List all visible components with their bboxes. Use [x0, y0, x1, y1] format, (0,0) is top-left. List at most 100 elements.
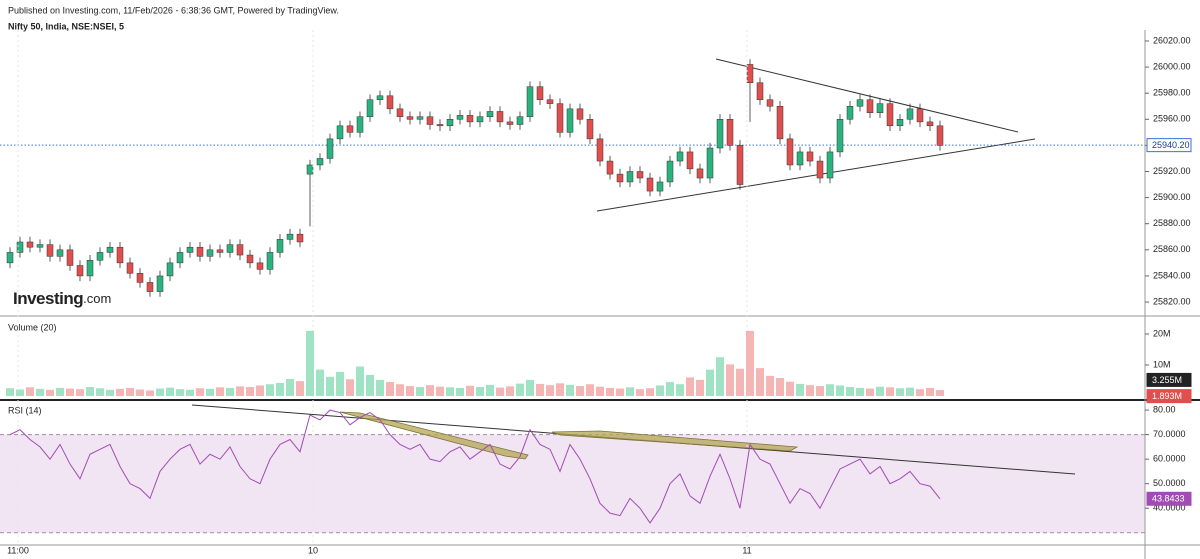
candle-body [696, 168, 704, 179]
candle-body [446, 119, 454, 127]
candle-body [846, 105, 854, 120]
volume-bar [326, 376, 334, 396]
candle-body [566, 108, 574, 133]
candle-body [666, 160, 674, 183]
candle-body [456, 115, 464, 120]
candle-body [526, 86, 534, 117]
candle-body [866, 99, 874, 114]
volume-bar [746, 330, 754, 396]
volume-bar [606, 387, 614, 396]
candle-body [796, 151, 804, 166]
candle-body [476, 116, 484, 123]
candle-body [326, 138, 334, 159]
candle-body [286, 233, 294, 240]
candle-body [376, 95, 384, 100]
volume-bar [776, 378, 784, 396]
candle-body [346, 125, 354, 133]
y-tick-label: 25860.00 [1153, 244, 1191, 254]
volume-bar [586, 384, 594, 396]
volume-bar [806, 385, 814, 396]
volume-bar [436, 386, 444, 396]
candle-body [186, 246, 194, 253]
candle-body [356, 116, 364, 133]
volume-bar [56, 387, 64, 396]
volume-bar [396, 384, 404, 396]
logo-brand: Investing [13, 289, 83, 308]
candle-body [296, 233, 304, 243]
volume-bar [596, 386, 604, 396]
volume-bar [26, 387, 34, 396]
volume-bar [616, 388, 624, 396]
volume-bar [736, 368, 744, 396]
y-tick-label: 26020.00 [1153, 35, 1191, 45]
trendline [596, 138, 1036, 212]
y-tick-label: 25980.00 [1153, 88, 1191, 98]
candle-body [616, 173, 624, 183]
candle-body [546, 99, 554, 104]
volume-bar [96, 388, 104, 396]
y-tick-label: 80.00 [1153, 404, 1176, 414]
candle-body [266, 252, 274, 270]
candle-body [856, 99, 864, 107]
highlight [339, 411, 529, 460]
volume-bar [106, 389, 114, 396]
volume-bar [356, 366, 364, 396]
candle-body [646, 177, 654, 192]
candle-body [906, 108, 914, 120]
candle-body [76, 265, 84, 277]
volume-bar [246, 387, 254, 396]
volume-bar [816, 386, 824, 396]
y-tick-label: 25840.00 [1153, 270, 1191, 280]
candle-body [896, 119, 904, 127]
candle-body [786, 138, 794, 166]
volume-bar [316, 369, 324, 396]
x-tick-label: 11:00 [7, 545, 29, 555]
volume-bar [206, 388, 214, 396]
volume-bar [466, 385, 474, 396]
y-tick-label: 25900.00 [1153, 192, 1191, 202]
volume-bar [536, 383, 544, 396]
candle-body [366, 99, 374, 117]
volume-bar [626, 387, 634, 396]
trendline [715, 58, 1019, 133]
volume-bar [886, 387, 894, 396]
candle-body [106, 246, 114, 253]
candle-body [306, 164, 314, 175]
candle-body [686, 151, 694, 170]
volume-bar [696, 379, 704, 396]
volume-bar [496, 387, 504, 396]
candle-body [156, 275, 164, 292]
volume-bar [766, 375, 774, 396]
volume-bar [476, 387, 484, 396]
volume-bar [876, 386, 884, 396]
y-tick-label: 40.0000 [1153, 503, 1186, 513]
volume-bar [686, 377, 694, 396]
x-tick-label: 11 [742, 545, 751, 555]
volume-bar [446, 387, 454, 396]
candle-body [756, 82, 764, 100]
volume-bar [236, 386, 244, 396]
volume-bar [576, 386, 584, 396]
volume-bar [66, 388, 74, 396]
volume-bar [546, 385, 554, 396]
volume-bar [846, 387, 854, 396]
highlight [551, 430, 799, 452]
candle-body [886, 103, 894, 127]
volume-bar [146, 390, 154, 396]
symbol-title: Nifty 50, India, NSE:NSEI, 5 [8, 21, 124, 31]
candle-body [256, 262, 264, 270]
volume-bar [726, 364, 734, 396]
volume-bar [866, 388, 874, 396]
candle-body [196, 246, 204, 257]
candle-body [556, 103, 564, 133]
candle-body [536, 86, 544, 100]
volume-bar [116, 388, 124, 396]
candle-body [316, 158, 324, 166]
candle-body [246, 254, 254, 264]
candle-body [126, 262, 134, 274]
y-tick-label: 26000.00 [1153, 61, 1191, 71]
volume-bar [516, 383, 524, 396]
volume-bar [826, 384, 834, 396]
volume-bar [936, 390, 944, 396]
